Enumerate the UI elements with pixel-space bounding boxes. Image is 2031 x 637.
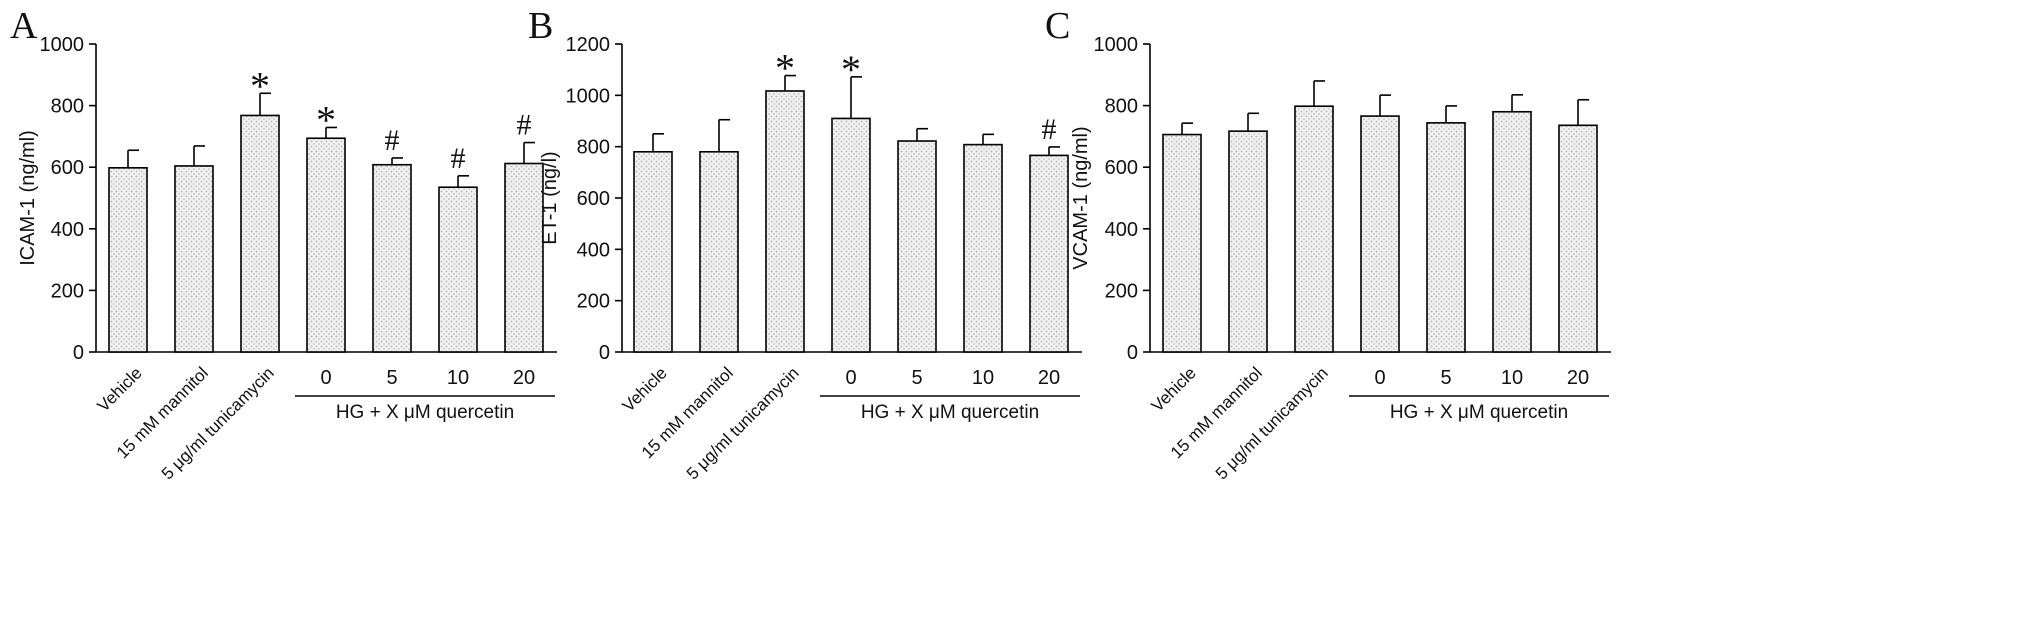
y-tick-label: 600 (51, 157, 84, 179)
bar (1360, 115, 1400, 353)
group-label: HG + X μM quercetin (1390, 402, 1568, 423)
bar (240, 114, 280, 353)
y-tick-label: 0 (1127, 342, 1138, 364)
bar (1426, 122, 1466, 353)
y-tick-label: 1000 (566, 85, 611, 107)
bar (1294, 105, 1334, 353)
group-label: HG + X μM quercetin (336, 402, 514, 423)
y-axis-label: ET-1 (ng/l) (539, 151, 561, 244)
category-label: 20 (1567, 367, 1589, 389)
category-label: 10 (972, 367, 994, 389)
y-tick-label: 600 (1105, 157, 1138, 179)
y-tick-label: 1000 (1094, 34, 1139, 56)
hash-mark: # (1042, 113, 1057, 146)
bar (108, 167, 148, 353)
category-label: 20 (1038, 367, 1060, 389)
y-tick-label: 400 (1105, 219, 1138, 241)
y-tick-label: 200 (577, 291, 610, 313)
group-label: HG + X μM quercetin (861, 402, 1039, 423)
y-axis-label: ICAM-1 (ng/ml) (17, 130, 39, 266)
category-label: 5 μg/ml tunicamycin (1212, 363, 1332, 483)
bar (1228, 130, 1268, 353)
category-label: 5 (911, 367, 922, 389)
category-label: 0 (845, 367, 856, 389)
bar (1492, 110, 1532, 353)
bar (306, 137, 346, 353)
bar (699, 151, 739, 353)
asterisk-mark: * (841, 47, 861, 92)
bar (1162, 133, 1202, 353)
panel-letter: C (1045, 5, 1070, 47)
bar (1558, 124, 1598, 353)
category-label: 0 (320, 367, 331, 389)
category-label: 20 (513, 367, 535, 389)
y-tick-label: 600 (577, 188, 610, 210)
asterisk-mark: * (316, 97, 336, 142)
y-tick-label: 200 (51, 280, 84, 302)
bar (438, 186, 478, 353)
hash-mark: # (517, 109, 532, 142)
category-label: 10 (1501, 367, 1523, 389)
category-label: 10 (447, 367, 469, 389)
y-tick-label: 200 (1105, 280, 1138, 302)
y-tick-label: 1200 (566, 34, 611, 56)
bar (504, 162, 544, 353)
category-label: Vehicle (619, 363, 671, 415)
y-tick-label: 400 (51, 219, 84, 241)
y-tick-label: 0 (73, 342, 84, 364)
bar (831, 117, 871, 353)
y-tick-label: 800 (577, 137, 610, 159)
y-axis-label: VCAM-1 (ng/ml) (1070, 126, 1092, 269)
bar (372, 163, 412, 353)
y-tick-label: 800 (51, 96, 84, 118)
category-label: Vehicle (94, 363, 146, 415)
hash-mark: # (451, 142, 466, 175)
bar (963, 143, 1003, 353)
category-label: 5 (1440, 367, 1451, 389)
category-label: 0 (1374, 367, 1385, 389)
category-label: 5 μg/ml tunicamycin (683, 363, 803, 483)
y-tick-label: 400 (577, 239, 610, 261)
category-label: 5 (386, 367, 397, 389)
y-tick-label: 800 (1105, 96, 1138, 118)
panel-letter: A (10, 5, 38, 47)
hash-mark: # (385, 124, 400, 157)
asterisk-mark: * (775, 46, 795, 91)
panel-letter: B (528, 5, 553, 47)
bar (765, 90, 805, 353)
category-label: Vehicle (1148, 363, 1200, 415)
bar (897, 140, 937, 353)
bar (1029, 154, 1069, 353)
bar (174, 165, 214, 353)
y-tick-label: 1000 (40, 34, 85, 56)
bar (633, 151, 673, 353)
y-tick-label: 0 (599, 342, 610, 364)
asterisk-mark: * (250, 63, 270, 108)
category-label: 5 μg/ml tunicamycin (158, 363, 278, 483)
